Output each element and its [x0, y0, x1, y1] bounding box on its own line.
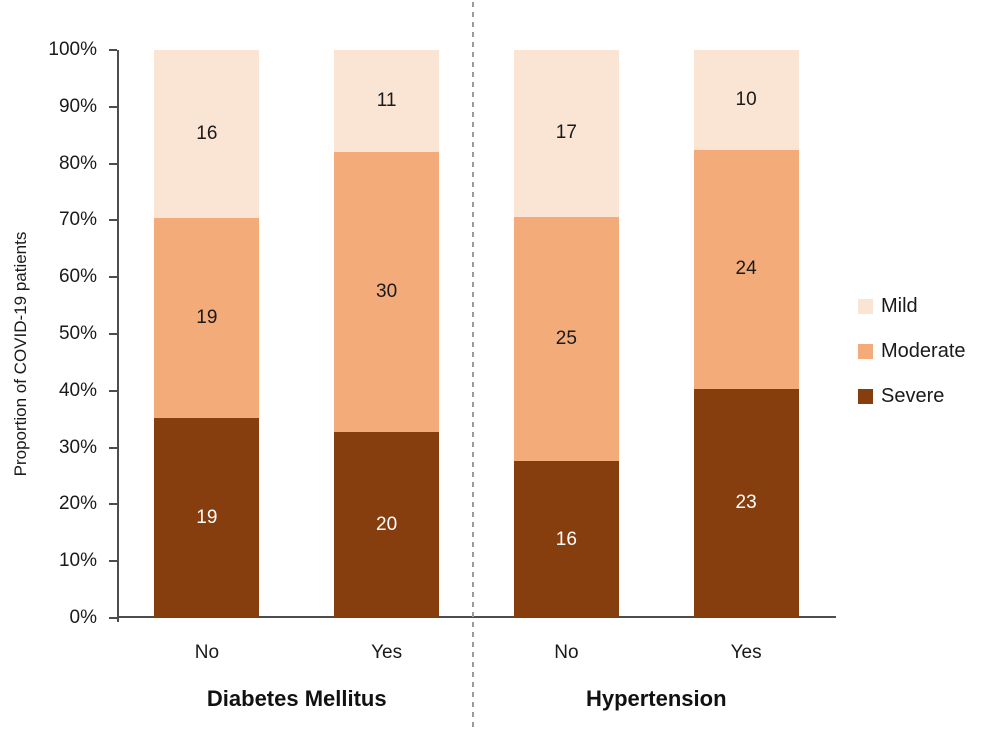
legend-label: Moderate — [881, 339, 966, 362]
y-axis-tick-label: 50% — [58, 323, 97, 344]
segment-value-label: 19 — [196, 507, 218, 529]
y-axis-tick-label: 80% — [58, 152, 97, 174]
plot-area: 19 19 16 20 30 11 16 25 17 23 24 10 — [117, 50, 836, 618]
legend-label: Mild — [881, 294, 918, 317]
y-axis-tick-label: 10% — [58, 550, 97, 572]
group-label-hypertension: Hypertension — [585, 686, 727, 711]
y-axis-tick — [109, 560, 117, 563]
y-axis-line — [117, 50, 119, 622]
segment-severe: 20 — [334, 431, 440, 618]
y-axis-tick-label: 90% — [58, 95, 97, 117]
legend-item-mild: Mild — [858, 294, 966, 317]
segment-mild: 10 — [693, 50, 799, 150]
y-axis-tick-label: 60% — [58, 266, 97, 288]
y-axis-tick-label: 40% — [58, 379, 97, 401]
x-category-label: Yes — [730, 642, 762, 663]
segment-mild: 16 — [154, 50, 260, 219]
y-axis-tick-label: 20% — [58, 493, 97, 515]
y-axis-tick — [109, 389, 117, 392]
segment-mild: 11 — [334, 50, 440, 153]
segment-value-label: 11 — [376, 90, 397, 112]
x-category-label: No — [194, 642, 220, 663]
y-axis-tick — [109, 105, 117, 108]
legend-item-moderate: Moderate — [858, 339, 966, 362]
segment-value-label: 16 — [555, 528, 577, 550]
group-label-diabetes-mellitus: Diabetes Mellitus — [206, 686, 387, 711]
x-category-label: No — [554, 642, 579, 663]
y-axis-tick-label: 30% — [58, 436, 97, 458]
legend: Mild Moderate Severe — [858, 294, 966, 407]
segment-value-label: 19 — [196, 307, 218, 329]
stacked-bar-no-2: 16 25 17 — [513, 50, 619, 618]
segment-moderate: 30 — [334, 152, 440, 432]
legend-label: Severe — [881, 384, 945, 407]
stacked-bar-no-0: 19 19 16 — [154, 50, 260, 618]
y-axis-tick-label: 70% — [58, 209, 97, 231]
stacked-bar-yes-1: 20 30 11 — [334, 50, 440, 618]
segment-severe: 16 — [513, 461, 619, 618]
segment-severe: 19 — [154, 418, 260, 618]
segment-value-label: 16 — [196, 123, 218, 145]
group-separator-dashed-line — [472, 2, 474, 730]
segment-severe: 23 — [693, 388, 799, 618]
y-axis-tick — [109, 219, 117, 222]
segment-value-label: 30 — [376, 281, 398, 303]
x-axis-line — [117, 616, 836, 618]
legend-swatch-moderate — [858, 343, 873, 359]
y-axis-tick — [109, 276, 117, 279]
y-axis-tick-label: 100% — [48, 39, 97, 60]
y-axis-tick — [109, 162, 117, 165]
y-axis-tick — [109, 503, 117, 506]
segment-mild: 17 — [513, 50, 619, 217]
y-axis-tick — [109, 446, 117, 449]
y-axis-tick — [109, 49, 117, 51]
segment-value-label: 20 — [376, 513, 398, 535]
stacked-bar-yes-3: 23 24 10 — [693, 50, 799, 618]
y-axis-tick — [109, 333, 117, 335]
segment-moderate: 19 — [154, 218, 260, 419]
x-category-label: Yes — [371, 642, 403, 663]
legend-item-severe: Severe — [858, 384, 966, 407]
segment-value-label: 25 — [555, 327, 577, 349]
legend-swatch-mild — [858, 298, 873, 314]
segment-value-label: 10 — [735, 88, 757, 110]
y-axis-tick — [109, 617, 117, 619]
legend-swatch-severe — [858, 388, 873, 404]
segment-value-label: 24 — [735, 258, 757, 280]
segment-moderate: 25 — [513, 216, 619, 462]
segment-value-label: 23 — [735, 492, 757, 514]
segment-moderate: 24 — [693, 149, 799, 389]
segment-value-label: 17 — [555, 122, 577, 144]
y-axis-tick-label: 0% — [69, 607, 97, 628]
